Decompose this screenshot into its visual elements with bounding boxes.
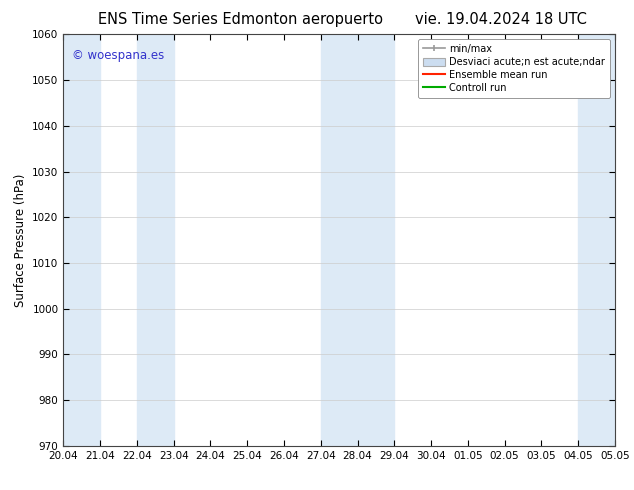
Text: ENS Time Series Edmonton aeropuerto: ENS Time Series Edmonton aeropuerto <box>98 12 384 27</box>
Bar <box>137 34 174 446</box>
Y-axis label: Surface Pressure (hPa): Surface Pressure (hPa) <box>14 173 27 307</box>
Bar <box>61 34 100 446</box>
Text: © woespana.es: © woespana.es <box>72 49 164 62</box>
Legend: min/max, Desviaci acute;n est acute;ndar, Ensemble mean run, Controll run: min/max, Desviaci acute;n est acute;ndar… <box>418 39 610 98</box>
Bar <box>321 34 394 446</box>
Text: vie. 19.04.2024 18 UTC: vie. 19.04.2024 18 UTC <box>415 12 587 27</box>
Bar <box>578 34 617 446</box>
